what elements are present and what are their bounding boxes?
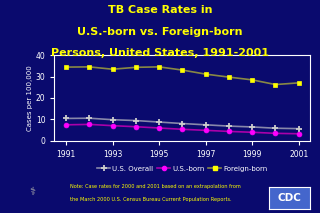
Text: Persons, United States, 1991-2001: Persons, United States, 1991-2001 bbox=[51, 48, 269, 58]
Text: TB Case Rates in: TB Case Rates in bbox=[108, 5, 212, 15]
Text: the March 2000 U.S. Census Bureau Current Population Reports.: the March 2000 U.S. Census Bureau Curren… bbox=[70, 197, 232, 202]
Y-axis label: Cases per 100,000: Cases per 100,000 bbox=[27, 65, 33, 131]
Text: Note: Case rates for 2000 and 2001 based on an extrapolation from: Note: Case rates for 2000 and 2001 based… bbox=[70, 184, 241, 189]
Text: ⚕: ⚕ bbox=[29, 187, 35, 197]
Text: CDC: CDC bbox=[278, 193, 301, 203]
Text: U.S.-born vs. Foreign-born: U.S.-born vs. Foreign-born bbox=[77, 27, 243, 37]
Legend: U.S. Overall, U.S.-born, Foreign-born: U.S. Overall, U.S.-born, Foreign-born bbox=[95, 163, 270, 174]
